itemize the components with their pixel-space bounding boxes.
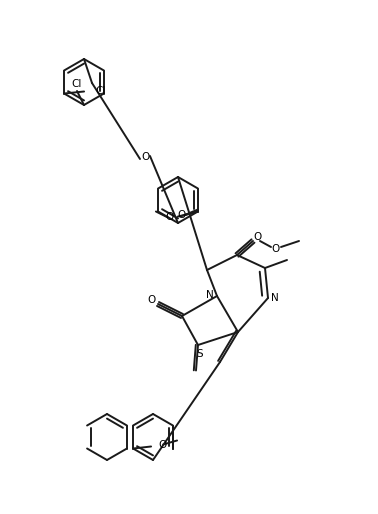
Text: Cl: Cl [95, 86, 105, 97]
Text: O: O [158, 439, 166, 450]
Text: N: N [206, 290, 214, 300]
Text: O: O [272, 244, 280, 254]
Text: N: N [271, 293, 279, 303]
Text: O: O [141, 152, 149, 162]
Text: S: S [197, 349, 203, 359]
Text: O: O [147, 295, 155, 305]
Text: O: O [178, 211, 186, 221]
Text: O: O [166, 212, 174, 223]
Text: O: O [253, 232, 261, 242]
Text: Cl: Cl [72, 79, 82, 89]
